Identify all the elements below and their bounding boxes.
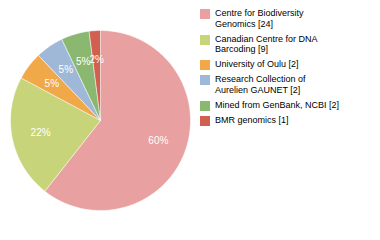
svg-text:22%: 22% bbox=[31, 127, 51, 138]
html-text:Mined from GenBank, NCBI [2]: Mined from GenBank, NCBI [2] bbox=[215, 99, 340, 110]
svg-text:5%: 5% bbox=[45, 78, 60, 89]
html-text:Canadian Centre for DNA Barcod: Canadian Centre for DNA Barcoding [9] bbox=[215, 33, 318, 55]
svg-text:60%: 60% bbox=[148, 135, 168, 146]
html-text:BMR genomics [1]: BMR genomics [1] bbox=[215, 114, 289, 125]
svg-text:5%: 5% bbox=[76, 56, 91, 67]
html-text:Centre for Biodiversity Genomi: Centre for Biodiversity Genomics [24] bbox=[215, 8, 304, 29]
html-text:University of Oulu [2]: University of Oulu [2] bbox=[215, 59, 299, 70]
html-text:Research Collection of Aurelie: Research Collection of Aurelien GAUNET [… bbox=[215, 74, 306, 95]
svg-text:2%: 2% bbox=[89, 54, 104, 65]
svg-text:5%: 5% bbox=[59, 64, 74, 75]
